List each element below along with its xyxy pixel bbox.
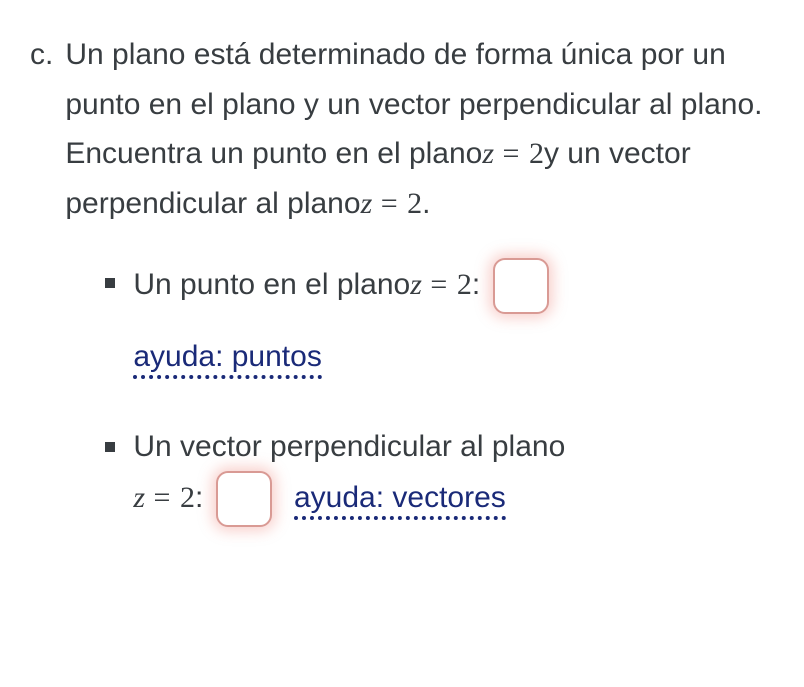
eq1-val: 2	[529, 137, 544, 170]
eq2-val: 2	[407, 187, 422, 220]
vector-eq-val: 2	[180, 481, 195, 514]
question-intro-end: .	[422, 187, 430, 220]
point-text: Un punto en el plano	[133, 268, 410, 301]
subitem-vector-body: Un vector perpendicular al plano z = 2: …	[133, 422, 764, 528]
vector-eq-var: z	[133, 481, 145, 514]
eq1-var: z	[482, 137, 494, 170]
eq2-sym: =	[372, 187, 407, 220]
help-link-vectors[interactable]: ayuda: vectores	[294, 481, 506, 520]
help-link-points[interactable]: ayuda: puntos	[133, 340, 321, 379]
subitem-point: Un punto en el planoz = 2: ayuda: puntos	[105, 258, 764, 382]
vector-text: Un vector perpendicular al plano	[133, 430, 565, 463]
subquestion-list: Un punto en el planoz = 2: ayuda: puntos…	[65, 258, 764, 527]
vector-answer-input[interactable]	[216, 471, 272, 527]
vector-eq-sym: =	[145, 481, 180, 514]
question-c: c. Un plano está determinado de forma ún…	[30, 30, 764, 567]
subitem-point-body: Un punto en el planoz = 2: ayuda: puntos	[133, 258, 764, 382]
question-label: c.	[30, 30, 53, 80]
eq2-var: z	[361, 187, 373, 220]
bullet-icon	[105, 442, 115, 452]
eq1-sym: =	[494, 137, 529, 170]
point-eq-val: 2	[457, 268, 472, 301]
point-answer-input[interactable]	[493, 258, 549, 314]
vector-help-wrap: ayuda: vectores	[294, 481, 506, 514]
vector-second-line: z = 2: ayuda: vectores	[133, 471, 764, 527]
subitem-vector: Un vector perpendicular al plano z = 2: …	[105, 422, 764, 528]
bullet-icon	[105, 278, 115, 288]
point-eq-sym: =	[422, 268, 457, 301]
vector-colon: :	[195, 481, 203, 514]
point-help-row: ayuda: puntos	[133, 332, 764, 382]
question-body: Un plano está determinado de forma única…	[65, 30, 764, 567]
point-colon: :	[472, 268, 480, 301]
point-eq-var: z	[410, 268, 422, 301]
